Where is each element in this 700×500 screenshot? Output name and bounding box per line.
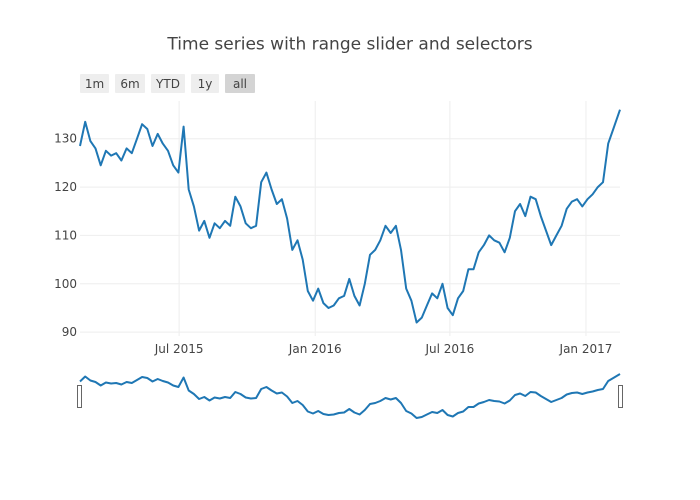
range-button-label: 1m	[85, 77, 104, 91]
range-button-background	[80, 74, 109, 93]
y-tick-label: 100	[54, 277, 77, 291]
range-button-background	[115, 74, 145, 93]
x-tick-label: Jan 2017	[559, 342, 613, 356]
range-button-6m[interactable]: 6m	[115, 74, 145, 93]
x-tick-label: Jul 2015	[154, 342, 204, 356]
range-slider-right-handle[interactable]	[618, 385, 623, 408]
range-button-1y[interactable]: 1y	[191, 74, 219, 93]
range-button-label: 1y	[198, 77, 213, 91]
range-selector-group: 1m 6m YTD 1y all	[80, 74, 255, 93]
y-tick-label: 130	[54, 132, 77, 146]
range-button-all[interactable]: all	[225, 74, 255, 93]
range-button-ytd[interactable]: YTD	[151, 74, 185, 93]
y-tick-label: 120	[54, 180, 77, 194]
range-button-1m[interactable]: 1m	[80, 74, 109, 93]
range-button-label: all	[233, 77, 247, 91]
range-button-label: YTD	[155, 77, 180, 91]
range-button-background	[191, 74, 219, 93]
x-tick-label: Jan 2016	[288, 342, 342, 356]
x-tick-label: Jul 2016	[424, 342, 474, 356]
range-slider-track[interactable]	[80, 370, 620, 427]
x-axis-ticks: Jul 2015 Jan 2016 Jul 2016 Jan 2017	[154, 342, 613, 356]
price-series-line	[79, 109, 621, 324]
y-tick-label: 110	[54, 228, 77, 242]
range-slider-series-line	[79, 373, 621, 419]
range-button-background	[151, 74, 185, 93]
grid	[80, 101, 620, 336]
y-axis-ticks: 90 100 110 120 130	[54, 132, 77, 339]
y-tick-label: 90	[62, 325, 77, 339]
range-slider[interactable]	[77, 370, 623, 427]
range-button-label: 6m	[120, 77, 139, 91]
range-button-background	[225, 74, 255, 93]
range-slider-left-handle[interactable]	[77, 385, 82, 408]
chart-title: Time series with range slider and select…	[166, 35, 532, 55]
